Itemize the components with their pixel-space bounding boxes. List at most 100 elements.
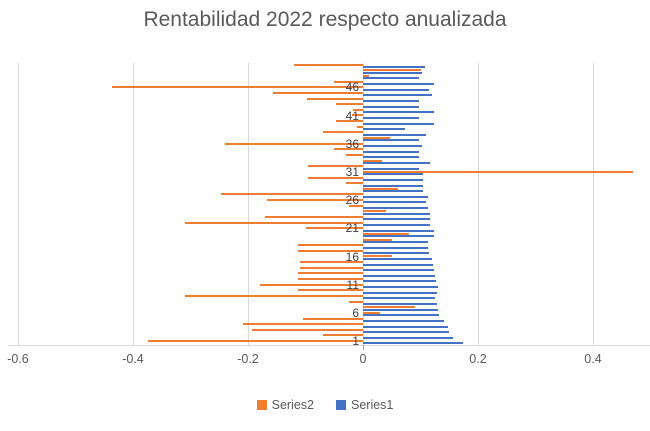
bar-series1 [363,139,420,142]
x-axis-line [8,345,650,346]
x-axis-label: 0.4 [584,352,602,366]
bar-series1 [363,150,420,153]
bar-series1 [363,195,428,198]
gridline [477,63,479,345]
bar-series2 [308,176,363,179]
bar-series1 [363,286,439,289]
category-tick-label: 6 [352,305,359,320]
bar-series2 [184,294,363,297]
bar-series1 [363,240,428,243]
bar-series2 [294,63,363,66]
bar-series2 [363,311,381,314]
bar-series1 [363,207,428,210]
bar-series1 [363,99,420,102]
legend-label-series1: Series1 [351,398,394,412]
category-tick-label: 41 [345,108,359,123]
bar-series1 [363,336,454,339]
bar-series2 [298,272,363,275]
bar-series1 [363,116,420,119]
bar-series1 [363,167,420,170]
bar-series2 [298,289,363,292]
gridline [132,63,134,345]
bar-series1 [363,133,427,136]
bar-series1 [363,145,422,148]
bar-series1 [363,302,437,305]
bar-series2 [334,80,363,83]
bar-series1 [363,291,437,294]
bar-series2 [363,306,415,309]
bar-series2 [220,193,363,196]
bar-series1 [363,105,420,108]
bar-series2 [305,227,363,230]
bar-series2 [112,86,363,89]
x-axis-label: 0.2 [469,352,487,366]
bar-series2 [363,69,421,72]
bar-series2 [273,91,363,94]
bar-series2 [363,255,392,258]
bar-series2 [345,153,363,156]
legend-item-series2: Series2 [256,398,314,412]
bar-series2 [299,266,363,269]
bar-series2 [184,221,363,224]
bar-series2 [363,210,386,213]
bar-series2 [298,244,363,247]
bar-series1 [363,274,435,277]
bar-series2 [266,199,363,202]
bar-series1 [363,280,437,283]
bar-series1 [363,314,439,317]
bar-series2 [351,114,363,117]
bar-series2 [298,278,363,281]
bar-series1 [363,88,430,91]
gridline [17,63,19,345]
bar-series2 [363,238,392,241]
category-tick-label: 1 [352,334,359,349]
bar-series1 [363,257,432,260]
bar-series1 [363,252,429,255]
bar-series2 [357,125,363,128]
bar-series1 [363,190,424,193]
bar-series1 [363,269,435,272]
series2-swatch-icon [256,400,267,410]
bar-series1 [363,201,426,204]
bar-series2 [345,182,363,185]
bar-series2 [322,334,363,337]
bar-series1 [363,212,430,215]
bar-series1 [363,319,444,322]
bar-series1 [363,156,420,159]
x-axis-label: -0.4 [122,352,144,366]
x-axis-label: -0.6 [7,352,29,366]
bar-series1 [363,161,430,164]
bar-series2 [259,283,363,286]
bar-series2 [363,232,409,235]
bar-series1 [363,246,428,249]
bar-series1 [363,224,430,227]
category-tick-label: 31 [345,164,359,179]
bar-series2 [363,137,391,140]
x-axis-label: -0.2 [237,352,259,366]
bar-series2 [335,103,363,106]
bar-series2 [363,159,382,162]
bar-series1 [363,342,464,345]
gridline [362,63,364,345]
bar-series2 [363,74,369,77]
bar-series1 [363,173,424,176]
legend-label-series2: Series2 [271,398,314,412]
category-axis-tick [362,345,364,350]
bar-series1 [363,83,435,86]
legend: Series2 Series1 [0,398,650,412]
bar-series2 [147,340,363,343]
bar-series2 [225,142,363,145]
bar-series2 [299,261,363,264]
bar-series1 [363,128,405,131]
legend-item-series1: Series1 [336,398,393,412]
bar-series1 [363,263,433,266]
bar-series1 [363,178,424,181]
bar-series2 [242,323,363,326]
bar-series1 [363,297,436,300]
bar-series2 [334,148,363,151]
series1-swatch-icon [336,400,346,410]
bar-series2 [322,131,363,134]
bar-series2 [306,97,363,100]
